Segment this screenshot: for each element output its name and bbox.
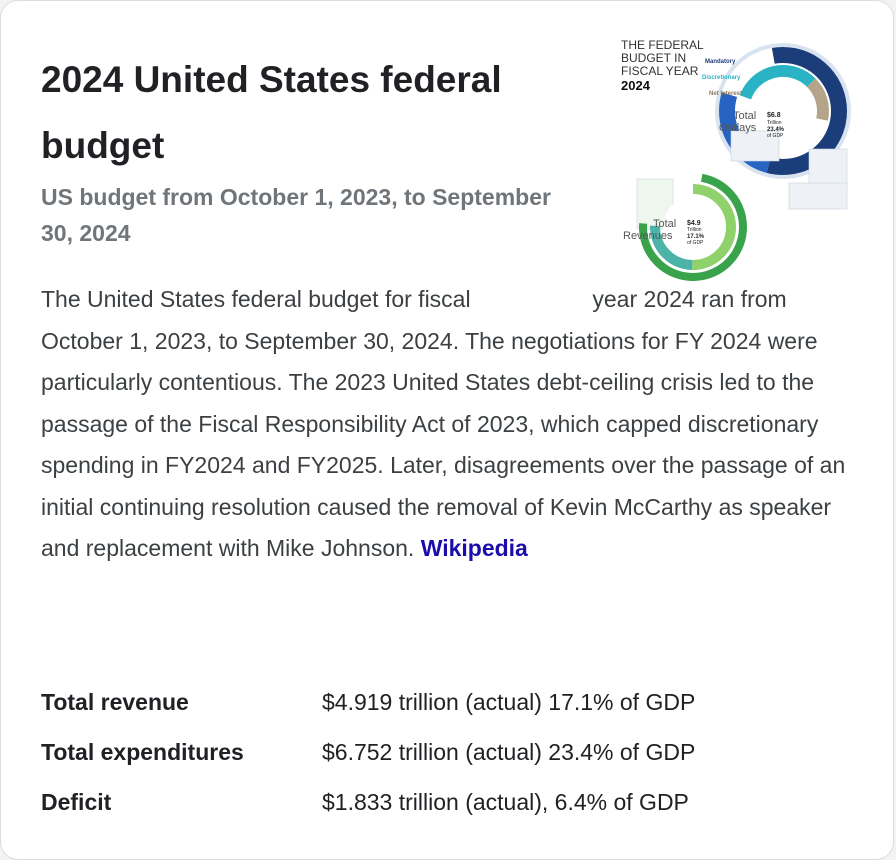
- outlays-label-line-2: Outlays: [719, 122, 757, 134]
- fact-value: $6.752 trillion (actual) 23.4% of GDP: [322, 738, 696, 765]
- panel-title: 2024 United States federal budget: [41, 59, 502, 166]
- fact-label: Total revenue: [41, 688, 189, 715]
- infographic-heading-line-3: FISCAL YEAR: [621, 64, 699, 78]
- infographic-heading-line-1: THE FEDERAL: [621, 38, 704, 52]
- panel-subtitle: US budget from October 1, 2023, to Septe…: [41, 184, 551, 246]
- fact-row-total-revenue: Total revenue $4.919 trillion (actual) 1…: [41, 677, 695, 727]
- revenues-amount: $4.9: [687, 220, 701, 227]
- outlays-amount: $6.8: [767, 112, 781, 119]
- revenues-label-line-1: Total: [653, 218, 676, 230]
- legend-net-interest: Net Interest: [709, 91, 742, 97]
- fact-row-total-expenditures: Total expenditures $6.752 trillion (actu…: [41, 727, 695, 777]
- description-first-line: The United States federal budget for fis…: [41, 286, 471, 312]
- outlays-label-line-1: Total: [733, 110, 756, 122]
- fact-label: Total expenditures: [41, 738, 244, 765]
- revenues-pct-unit: of GDP: [687, 240, 704, 246]
- outlays-pct-unit: of GDP: [767, 133, 784, 139]
- revenues-label-line-2: Revenues: [623, 230, 673, 242]
- wikipedia-source-link[interactable]: Wikipedia: [420, 535, 528, 561]
- revenues-amount-unit: Trillion: [687, 227, 702, 233]
- budget-facts-table: Total revenue $4.919 trillion (actual) 1…: [41, 677, 695, 827]
- outlays-pct: 23.4%: [767, 127, 785, 133]
- outlays-amount-unit: Trillion: [767, 120, 782, 126]
- fact-value: $1.833 trillion (actual), 6.4% of GDP: [322, 788, 689, 815]
- fact-label: Deficit: [41, 788, 112, 815]
- description-text: year 2024 ran from October 1, 2023, to S…: [41, 286, 846, 561]
- revenues-pct: 17.1%: [687, 234, 705, 240]
- budget-infographic-thumbnail[interactable]: THE FEDERAL BUDGET IN FISCAL YEAR 2024 M…: [613, 31, 863, 281]
- legend-discretionary: Discretionary: [702, 75, 741, 81]
- infographic-heading-year: 2024: [621, 78, 651, 93]
- fact-row-deficit: Deficit $1.833 trillion (actual), 6.4% o…: [41, 777, 695, 827]
- panel-description: The United States federal budget for fis…: [41, 279, 871, 570]
- legend-mandatory: Mandatory: [705, 59, 736, 65]
- infographic-heading-line-2: BUDGET IN: [621, 51, 686, 65]
- fact-value: $4.919 trillion (actual) 17.1% of GDP: [322, 688, 696, 715]
